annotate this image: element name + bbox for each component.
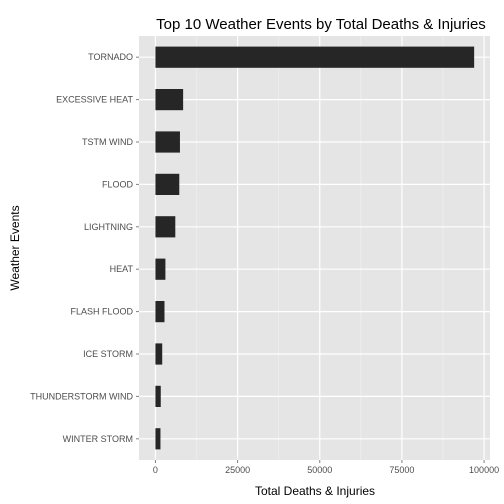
- y-tick-label: FLASH FLOOD: [70, 307, 133, 317]
- bar-tstm-wind: [155, 131, 180, 153]
- x-tick-label: 25000: [225, 465, 250, 475]
- y-tick-label: WINTER STORM: [63, 434, 133, 444]
- x-tick-label: 50000: [307, 465, 332, 475]
- bars: [155, 46, 475, 450]
- x-axis-title: Total Deaths & Injuries: [255, 484, 375, 498]
- bar-ice-storm: [155, 343, 163, 365]
- bar-thunderstorm-wind: [155, 385, 161, 407]
- bar-flood: [155, 173, 180, 195]
- y-tick-label: THUNDERSTORM WIND: [30, 391, 133, 401]
- x-tick-labels: 0 25000 50000 75000 100000: [153, 460, 499, 475]
- y-tick-labels: TORNADO EXCESSIVE HEAT TSTM WIND FLOOD LIGHT…: [30, 52, 139, 444]
- bar-flash-flood: [155, 301, 165, 323]
- y-tick-label: HEAT: [110, 264, 134, 274]
- x-tick-label: 0: [153, 465, 158, 475]
- y-axis-title: Weather Events: [8, 205, 22, 290]
- y-tick-label: TSTM WIND: [82, 137, 133, 147]
- y-tick-label: ICE STORM: [83, 349, 133, 359]
- y-tick-label: EXCESSIVE HEAT: [56, 95, 133, 105]
- x-tick-label: 100000: [469, 465, 499, 475]
- bar-heat: [155, 258, 166, 280]
- x-tick-label: 75000: [389, 465, 414, 475]
- bar-tornado: [155, 46, 475, 68]
- bar-excessive-heat: [155, 89, 184, 111]
- y-tick-label: LIGHTNING: [84, 222, 133, 232]
- plot-panel: [139, 36, 490, 460]
- bar-winter-storm: [155, 428, 161, 450]
- y-tick-label: TORNADO: [88, 52, 133, 62]
- y-tick-label: FLOOD: [102, 179, 134, 189]
- chart-title: Top 10 Weather Events by Total Deaths & …: [156, 16, 486, 33]
- bar-lightning: [155, 216, 176, 238]
